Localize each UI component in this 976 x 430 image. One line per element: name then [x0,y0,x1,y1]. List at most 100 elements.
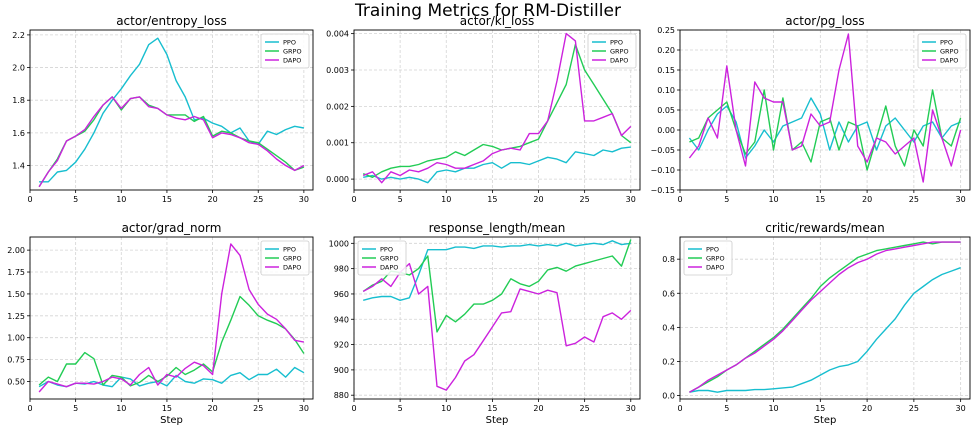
chart-panels: 0 5 10 15 20 25 30 1.4 1.6 1.8 2.0 2.2 actor/entropy… [7,14,971,426]
y-tick-label: 880 [334,391,349,400]
legend-label-grpo: GRPO [940,48,959,56]
legend-label-dapo: DAPO [610,57,628,65]
x-tick-label: 5 [73,404,78,413]
x-tick-label: 15 [487,195,497,204]
series-line-dapo [38,243,305,393]
legend-label-ppo: PPO [940,39,953,47]
plot-frame [679,236,971,400]
y-tick-label: 0.0 [662,392,675,401]
y-tick-label: 1.4 [12,162,25,171]
legend-label-dapo: DAPO [706,264,724,272]
series-line-grpo [362,43,632,179]
legend-label-dapo: DAPO [380,264,398,272]
x-tick-label: 5 [724,404,729,413]
x-tick-label: 10 [116,195,126,204]
plot-frame [353,29,641,191]
x-tick-label: 0 [677,195,682,204]
y-tick-label: 0.004 [326,30,349,39]
y-tick-label: 0.00 [657,126,675,135]
x-tick-label: 5 [73,195,78,204]
x-tick-label: 30 [299,195,309,204]
x-tick-label: 25 [253,195,263,204]
x-axis-label: Step [160,415,183,426]
legend-label-ppo: PPO [283,39,296,47]
x-tick-label: 20 [862,404,872,413]
chart-panel-4: 0 5 10 15 20 25 30 0.50 0.75 1.00 1.25 1.50 1.75 2.00… [7,221,314,426]
chart-title: actor/grad_norm [122,221,222,235]
y-tick-label: 980 [334,265,349,274]
series-line-ppo [39,37,305,183]
x-tick-label: 25 [580,404,590,413]
y-tick-label: 0.2 [662,357,675,366]
y-tick-label: 960 [334,290,349,299]
x-axis-label: Step [486,415,509,426]
legend-label-grpo: GRPO [610,48,629,56]
x-tick-label: 15 [162,404,172,413]
y-tick-label: 2.00 [7,246,25,255]
chart-title: critic/rewards/mean [765,221,884,235]
x-axis-label: Step [814,415,837,426]
x-tick-label: 5 [724,195,729,204]
y-tick-label: 0.003 [326,66,349,75]
series-line-ppo [363,240,631,301]
chart-title: actor/kl_loss [460,14,534,28]
legend-label-ppo: PPO [706,246,719,254]
x-tick-label: 20 [207,404,217,413]
series-line-dapo [688,33,962,183]
y-tick-label: 0.05 [657,106,675,115]
series-line-dapo [362,262,632,391]
y-tick-label: 900 [334,366,349,375]
y-tick-label: 1.00 [7,334,25,343]
chart-panel-2: 0 5 10 15 20 25 30 0.000 0.001 0.002 0.003 0.004 act… [326,14,641,204]
y-tick-label: 0.10 [657,86,675,95]
y-tick-label: 1000 [329,239,349,248]
y-tick-label: 0.75 [7,356,25,365]
legend-label-ppo: PPO [610,39,623,47]
y-tick-label: 1.8 [12,96,25,105]
x-tick-label: 0 [27,195,32,204]
chart-panel-5: 0 5 10 15 20 25 30 880 900 920 940 960 980 1000 respon… [329,221,641,426]
legend-label-grpo: GRPO [283,255,302,263]
x-tick-label: 15 [815,404,825,413]
legend-label-grpo: GRPO [706,255,725,263]
y-tick-label: 0.25 [657,26,675,35]
x-tick-label: 10 [441,404,451,413]
y-tick-label: −0.05 [650,146,675,155]
x-tick-label: 20 [207,195,217,204]
figure-title: Training Metrics for RM-Distiller [354,1,621,21]
x-tick-label: 30 [956,195,966,204]
y-tick-label: 2.2 [12,31,25,40]
series-line-ppo [38,366,305,388]
plot-frame [29,29,314,191]
series-line-dapo [362,32,632,184]
y-tick-label: 0.8 [662,255,675,264]
y-tick-label: 0.6 [662,289,675,298]
y-tick-label: 1.6 [12,129,25,138]
x-tick-label: 30 [626,195,636,204]
y-tick-label: 0.15 [657,66,675,75]
x-tick-label: 25 [909,404,919,413]
chart-panel-6: 0 5 10 15 20 25 30 0.0 0.2 0.4 0.6 0.8 critic/reward… [662,221,971,426]
legend-label-grpo: GRPO [283,48,302,56]
y-tick-label: 1.25 [7,312,25,321]
x-tick-label: 15 [162,195,172,204]
x-tick-label: 10 [768,404,778,413]
y-tick-label: 940 [334,315,349,324]
y-tick-label: −0.10 [650,166,675,175]
y-tick-label: 0.20 [657,46,675,55]
series-line-grpo [362,239,632,333]
y-tick-label: 0.000 [326,175,349,184]
x-tick-label: 15 [487,404,497,413]
x-tick-label: 10 [441,195,451,204]
series-line-dapo [38,96,305,188]
x-tick-label: 0 [677,404,682,413]
series-line-ppo [689,267,961,393]
x-tick-label: 0 [351,404,356,413]
x-tick-label: 20 [533,195,543,204]
x-tick-label: 5 [398,195,403,204]
